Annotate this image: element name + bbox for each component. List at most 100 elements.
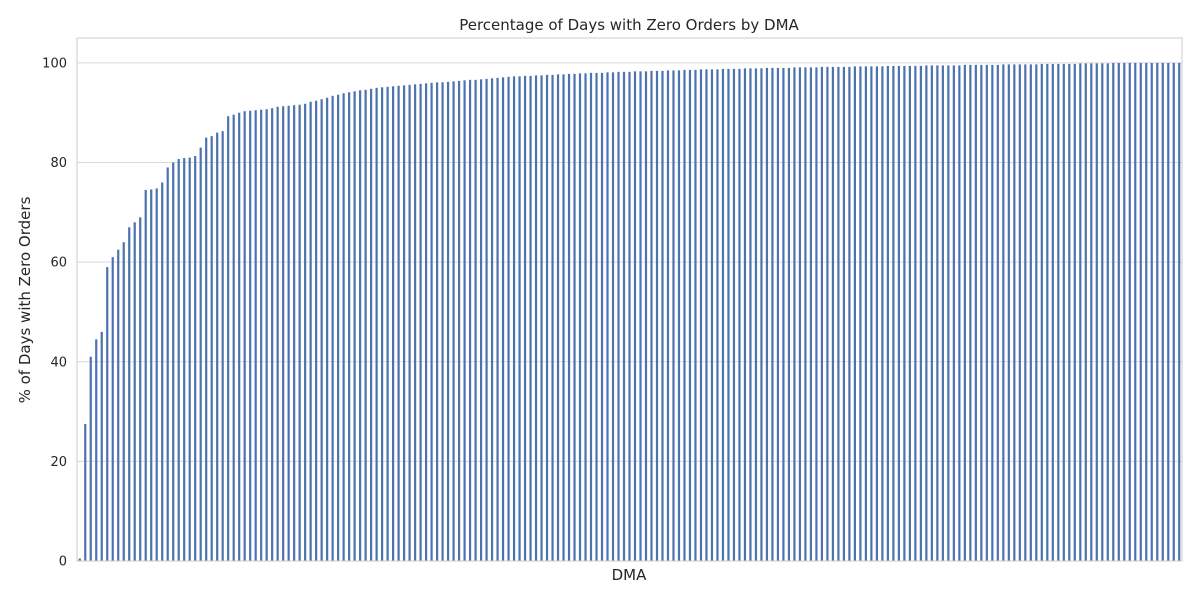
bar <box>1161 62 1164 562</box>
bar <box>941 65 944 562</box>
bar <box>1150 62 1153 562</box>
bar <box>117 249 120 561</box>
bar <box>490 78 494 561</box>
bar <box>1134 62 1137 562</box>
bar <box>1095 63 1098 562</box>
bar <box>243 111 246 561</box>
bar <box>908 65 911 561</box>
bar <box>936 65 939 562</box>
bar <box>370 88 373 561</box>
bar <box>991 64 994 562</box>
bar <box>468 79 472 561</box>
bar <box>903 65 906 561</box>
bar <box>974 64 977 562</box>
bar <box>177 159 180 562</box>
bar <box>1128 62 1131 562</box>
bar <box>232 114 235 562</box>
bar <box>622 71 626 562</box>
bar <box>128 227 131 561</box>
bar <box>727 68 730 561</box>
bar <box>545 74 549 562</box>
bar <box>947 65 950 562</box>
bar <box>359 90 362 562</box>
bar <box>1051 63 1054 562</box>
bar <box>282 106 285 562</box>
bar <box>1057 63 1060 562</box>
bar <box>446 81 450 561</box>
bar <box>106 267 109 561</box>
bar <box>227 116 230 561</box>
bar <box>683 69 686 561</box>
bar <box>1178 62 1181 562</box>
bar <box>1007 64 1010 562</box>
bar <box>452 81 455 561</box>
bar <box>859 66 862 561</box>
bar <box>89 356 92 561</box>
bar <box>348 92 351 561</box>
bar <box>628 71 631 562</box>
plot-frame <box>76 37 1183 562</box>
bar <box>501 77 505 561</box>
bar <box>424 83 428 561</box>
bar <box>111 257 114 561</box>
bar <box>337 94 340 561</box>
bar <box>980 64 983 562</box>
bar <box>386 86 389 561</box>
bar <box>969 64 972 562</box>
bar <box>1084 63 1087 562</box>
bar <box>776 67 780 561</box>
bar <box>914 65 917 561</box>
bar <box>326 97 329 562</box>
bar <box>699 69 703 561</box>
bar <box>1167 62 1170 562</box>
bar <box>271 108 274 561</box>
bar <box>578 73 582 562</box>
bar <box>375 87 378 561</box>
bar <box>716 69 719 561</box>
bar <box>567 73 571 562</box>
bar <box>320 99 323 562</box>
bar <box>1024 64 1027 562</box>
bar <box>205 137 208 561</box>
bar <box>133 222 136 562</box>
y-tick-label: 0 <box>59 555 67 570</box>
bar <box>705 69 708 561</box>
bar <box>666 70 670 561</box>
bar <box>837 66 840 561</box>
bar <box>562 74 565 562</box>
bar <box>930 65 933 562</box>
bar <box>441 82 444 561</box>
bar <box>919 65 922 561</box>
bar <box>216 132 219 561</box>
bar <box>815 67 818 561</box>
bar <box>1156 62 1159 562</box>
bar <box>381 87 384 561</box>
bar <box>78 558 81 561</box>
bar <box>479 79 483 561</box>
bar <box>793 67 796 561</box>
bar <box>435 82 439 561</box>
bar <box>754 68 758 561</box>
bar <box>287 105 290 562</box>
bar <box>589 72 593 562</box>
bar <box>1145 62 1148 562</box>
bar <box>600 72 604 562</box>
bar <box>831 66 835 561</box>
bar <box>95 339 98 561</box>
bar <box>304 103 307 561</box>
y-tick-label: 80 <box>50 156 67 171</box>
bar <box>688 69 692 561</box>
bar <box>260 109 263 561</box>
bar <box>1079 63 1082 562</box>
y-tick-label: 60 <box>50 256 67 271</box>
bar <box>1013 64 1016 562</box>
bar <box>529 75 532 562</box>
bar <box>760 68 763 561</box>
bar <box>485 78 488 561</box>
bar <box>342 93 345 561</box>
bar <box>1062 63 1065 562</box>
bar <box>1046 63 1049 562</box>
bar <box>1090 63 1093 562</box>
bar <box>210 136 213 561</box>
bar <box>1101 63 1104 562</box>
